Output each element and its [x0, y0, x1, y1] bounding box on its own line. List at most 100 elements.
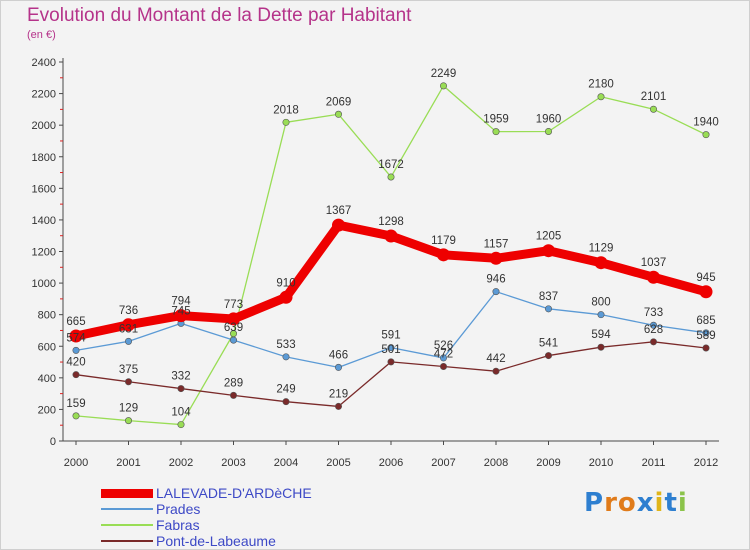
data-label: 837: [539, 291, 558, 303]
chart-subtitle: (en €): [27, 29, 56, 41]
legend-label: Prades: [156, 501, 201, 517]
data-point: [597, 311, 605, 319]
data-label: 2069: [326, 96, 352, 108]
data-label: 1672: [378, 159, 404, 171]
data-point: [649, 338, 657, 346]
data-label: 639: [224, 322, 243, 334]
data-label: 1205: [536, 231, 562, 243]
data-point: [544, 305, 552, 313]
data-point: [544, 352, 552, 360]
data-point: [125, 337, 133, 345]
data-point: [72, 371, 80, 379]
legend: LALEVADE-D'ARDèCHE Prades Fabras Pont-de…: [101, 485, 312, 549]
x-tick-label: 2004: [274, 457, 298, 469]
data-point: [69, 329, 83, 343]
data-label: 289: [224, 377, 243, 389]
data-label: 574: [66, 332, 86, 344]
data-label: 526: [434, 340, 453, 352]
data-label: 466: [329, 349, 348, 361]
y-tick-label: 800: [38, 310, 56, 322]
data-point: [334, 402, 342, 410]
data-label: 773: [224, 299, 243, 311]
data-point: [230, 336, 238, 344]
data-point: [649, 321, 657, 329]
legend-item: LALEVADE-D'ARDèCHE: [101, 485, 312, 501]
y-tick-label: 1600: [32, 183, 56, 195]
data-point: [122, 318, 135, 332]
legend-swatch: [101, 488, 153, 498]
data-label: 800: [591, 297, 610, 309]
data-label: 665: [66, 316, 85, 328]
data-label: 631: [119, 323, 138, 335]
data-point: [387, 344, 395, 352]
data-label: 1367: [326, 205, 352, 217]
data-point: [437, 248, 450, 262]
x-tick-label: 2005: [326, 457, 350, 469]
logo-letter: t: [664, 488, 678, 518]
logo-letter: x: [636, 488, 655, 518]
legend-item: Fabras: [101, 517, 312, 533]
data-label: 2018: [273, 104, 299, 116]
data-label: 794: [171, 296, 191, 308]
data-point: [282, 118, 290, 126]
logo-letter: r: [604, 488, 618, 518]
data-label: 420: [66, 357, 85, 369]
legend-item: Prades: [101, 501, 312, 517]
data-point: [177, 421, 185, 429]
x-tick-label: 2006: [379, 457, 403, 469]
legend-swatch: [101, 508, 153, 510]
data-point: [332, 218, 345, 232]
data-point: [542, 244, 555, 258]
data-label: 685: [696, 315, 715, 327]
data-point: [439, 362, 447, 370]
data-label: 375: [119, 364, 138, 376]
y-tick-label: 200: [38, 404, 56, 416]
legend-label: LALEVADE-D'ARDèCHE: [156, 485, 312, 501]
data-point: [282, 353, 290, 361]
legend-label: Fabras: [156, 517, 200, 533]
y-tick-label: 1200: [32, 247, 56, 259]
data-label: 591: [381, 330, 400, 342]
data-label: 472: [434, 348, 453, 360]
data-point: [439, 354, 447, 362]
data-point: [230, 391, 238, 399]
legend-item: Pont-de-Labeaume: [101, 533, 312, 549]
x-tick-label: 2001: [116, 457, 140, 469]
legend-label: Pont-de-Labeaume: [156, 533, 276, 549]
data-label: 1157: [484, 238, 509, 250]
data-label: 2249: [431, 68, 457, 80]
data-point: [387, 173, 395, 181]
data-point: [439, 82, 447, 90]
legend-swatch: [101, 524, 153, 526]
data-label: 2180: [588, 79, 614, 91]
x-tick-label: 2003: [221, 457, 245, 469]
data-point: [125, 417, 133, 425]
y-tick-label: 0: [50, 436, 56, 448]
data-label: 501: [381, 344, 400, 356]
data-point: [334, 363, 342, 371]
y-tick-label: 1000: [32, 278, 56, 290]
x-tick-label: 2000: [64, 457, 88, 469]
logo-letter: i: [677, 488, 688, 518]
y-tick-label: 2400: [32, 57, 56, 69]
data-point: [492, 367, 500, 375]
data-label: 736: [119, 305, 138, 317]
data-point: [649, 105, 657, 113]
data-label: 2101: [641, 91, 667, 103]
data-point: [334, 110, 342, 118]
data-label: 129: [119, 403, 138, 415]
data-point: [492, 288, 500, 296]
data-label: 1959: [483, 114, 509, 126]
data-point: [227, 312, 240, 326]
data-point: [489, 251, 503, 265]
data-point: [387, 358, 395, 366]
x-tick-label: 2011: [642, 457, 666, 469]
data-point: [384, 229, 398, 243]
y-tick-label: 2000: [32, 120, 56, 132]
data-label: 1179: [431, 235, 456, 247]
data-point: [72, 346, 80, 354]
data-label: 541: [539, 338, 558, 350]
data-point: [699, 285, 713, 299]
data-label: 1037: [641, 257, 667, 269]
